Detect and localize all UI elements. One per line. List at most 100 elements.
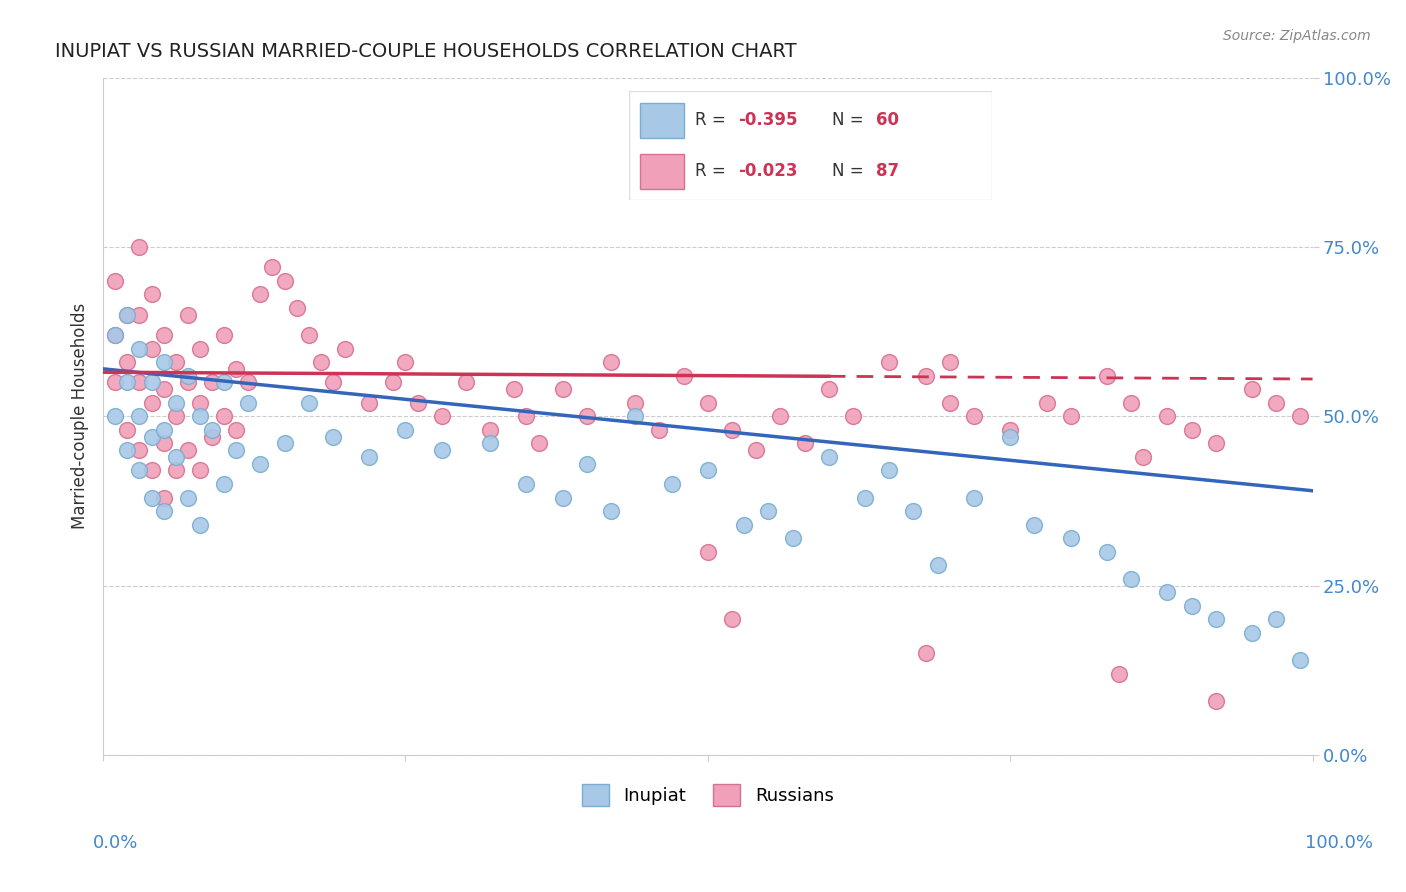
Point	[842, 409, 865, 424]
Point	[756, 504, 779, 518]
Point	[201, 376, 224, 390]
Point	[1265, 612, 1288, 626]
Point	[177, 376, 200, 390]
Point	[1121, 395, 1143, 409]
Point	[1035, 395, 1057, 409]
Point	[201, 423, 224, 437]
Point	[225, 361, 247, 376]
Point	[1241, 626, 1264, 640]
Point	[600, 504, 623, 518]
Point	[600, 355, 623, 369]
Point	[188, 517, 211, 532]
Point	[479, 436, 502, 450]
Point	[817, 382, 839, 396]
Y-axis label: Married-couple Households: Married-couple Households	[72, 303, 89, 529]
Point	[1060, 531, 1083, 545]
Point	[249, 287, 271, 301]
Point	[141, 376, 163, 390]
Point	[152, 423, 174, 437]
Point	[1000, 429, 1022, 443]
Point	[128, 240, 150, 254]
Point	[1289, 409, 1312, 424]
Point	[914, 646, 936, 660]
Point	[128, 443, 150, 458]
Legend: Inupiat, Russians: Inupiat, Russians	[575, 777, 841, 814]
Point	[165, 355, 187, 369]
Point	[721, 612, 744, 626]
Point	[1181, 423, 1204, 437]
Point	[527, 436, 550, 450]
Point	[963, 409, 986, 424]
Text: 0.0%: 0.0%	[93, 834, 138, 852]
Point	[322, 429, 344, 443]
Point	[201, 429, 224, 443]
Point	[903, 504, 925, 518]
Point	[188, 463, 211, 477]
Point	[322, 376, 344, 390]
Point	[877, 463, 900, 477]
Point	[225, 423, 247, 437]
Point	[430, 443, 453, 458]
Point	[104, 274, 127, 288]
Point	[782, 531, 804, 545]
Point	[1024, 517, 1046, 532]
Point	[128, 376, 150, 390]
Point	[733, 517, 755, 532]
Point	[165, 395, 187, 409]
Point	[117, 308, 139, 322]
Point	[152, 328, 174, 343]
Point	[104, 328, 127, 343]
Point	[648, 423, 671, 437]
Point	[117, 443, 139, 458]
Point	[141, 491, 163, 505]
Point	[1121, 572, 1143, 586]
Point	[394, 355, 416, 369]
Point	[551, 382, 574, 396]
Point	[188, 409, 211, 424]
Point	[141, 429, 163, 443]
Point	[165, 463, 187, 477]
Point	[503, 382, 526, 396]
Point	[141, 463, 163, 477]
Point	[128, 409, 150, 424]
Point	[406, 395, 429, 409]
Point	[249, 457, 271, 471]
Point	[963, 491, 986, 505]
Point	[696, 395, 718, 409]
Point	[212, 477, 235, 491]
Point	[117, 355, 139, 369]
Point	[721, 423, 744, 437]
Point	[1095, 368, 1118, 383]
Point	[1241, 382, 1264, 396]
Point	[1289, 653, 1312, 667]
Point	[177, 491, 200, 505]
Point	[333, 342, 356, 356]
Point	[117, 376, 139, 390]
Point	[212, 328, 235, 343]
Point	[454, 376, 477, 390]
Point	[104, 409, 127, 424]
Point	[1205, 612, 1227, 626]
Point	[927, 558, 949, 573]
Point	[624, 395, 647, 409]
Point	[128, 342, 150, 356]
Point	[696, 545, 718, 559]
Point	[661, 477, 683, 491]
Point	[1181, 599, 1204, 613]
Point	[1265, 395, 1288, 409]
Point	[938, 355, 960, 369]
Point	[624, 409, 647, 424]
Point	[914, 368, 936, 383]
Point	[1156, 409, 1178, 424]
Point	[104, 376, 127, 390]
Point	[225, 443, 247, 458]
Point	[141, 395, 163, 409]
Point	[1132, 450, 1154, 464]
Point	[1205, 436, 1227, 450]
Point	[152, 436, 174, 450]
Point	[177, 308, 200, 322]
Point	[1000, 423, 1022, 437]
Point	[165, 450, 187, 464]
Point	[309, 355, 332, 369]
Point	[877, 355, 900, 369]
